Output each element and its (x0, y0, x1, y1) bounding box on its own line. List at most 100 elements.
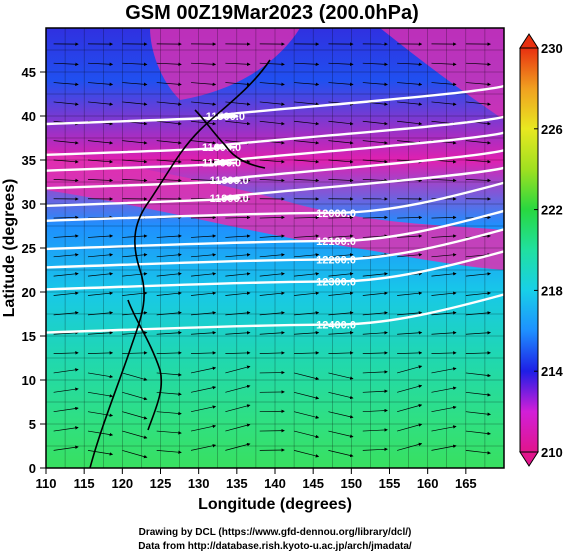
height-contour-line (46, 84, 504, 126)
wind-arrow (465, 450, 491, 455)
wind-arrow (190, 101, 217, 106)
wind-arrow (87, 272, 114, 277)
wind-arrow (328, 291, 354, 296)
wind-arrow (225, 404, 251, 413)
cold-core-shading (150, 28, 300, 100)
wind-arrow (328, 62, 354, 67)
wind-arrow (156, 291, 182, 296)
wind-arrow (225, 351, 251, 355)
wind-arrow (465, 178, 491, 183)
wind-arrow (225, 384, 251, 393)
wind-arrow (225, 365, 251, 374)
wind-arrow (294, 253, 320, 258)
wind-arrow (362, 389, 388, 393)
colorbar-min-arrow (519, 451, 539, 467)
wind-arrow (191, 331, 217, 335)
wind-arrow (122, 82, 148, 87)
y-axis-label: Latitude (degrees) (1, 179, 18, 318)
wind-arrow (156, 62, 182, 67)
wind-arrow (87, 311, 114, 316)
wind-arrow (431, 234, 457, 238)
coastline-japan (194, 109, 266, 169)
wind-arrow (156, 351, 182, 355)
wind-arrow (156, 450, 182, 454)
x-tick-label: 120 (111, 476, 133, 491)
x-tick-label: 130 (188, 476, 210, 491)
wind-arrow (397, 120, 423, 126)
wind-arrow (122, 253, 148, 258)
wind-arrow (328, 450, 354, 458)
wind-arrow (397, 384, 423, 393)
wind-arrow (328, 215, 354, 220)
wind-arrow (225, 120, 251, 126)
wind-arrow (431, 178, 457, 183)
wind-arrow (294, 62, 320, 67)
wind-arrow (156, 178, 182, 183)
wind-arrow (122, 140, 148, 145)
x-tick-label: 150 (340, 476, 362, 491)
wind-arrow (225, 291, 251, 296)
colorbar-tick-label: 226 (541, 122, 563, 137)
wind-arrow (259, 178, 285, 183)
wind-arrow (225, 234, 251, 238)
y-tick-label: 40 (22, 109, 36, 124)
wind-arrow (122, 372, 148, 381)
wind-arrow (465, 272, 491, 277)
wind-arrow (465, 62, 491, 67)
wind-arrow (259, 311, 285, 316)
wind-arrow (293, 450, 320, 458)
wind-arrow (293, 411, 320, 419)
wind-arrow (431, 386, 457, 393)
wind-arrow (431, 405, 457, 413)
wind-arrow (191, 215, 217, 220)
x-tick-label: 160 (417, 476, 439, 491)
x-tick-label: 145 (302, 476, 324, 491)
y-tick-label: 5 (29, 417, 36, 432)
wind-arrow (87, 372, 114, 379)
wind-arrow (156, 120, 182, 126)
wind-arrow (53, 387, 79, 393)
wind-arrow (294, 178, 320, 183)
wind-arrow (294, 101, 320, 106)
wind-arrow (431, 444, 457, 451)
wind-arrow (259, 62, 285, 67)
colorbar-tick-label: 222 (541, 203, 563, 218)
wind-arrow (293, 372, 320, 381)
wind-arrow (431, 82, 457, 87)
wind-arrow (362, 215, 388, 220)
wind-arrow (259, 215, 285, 220)
wind-arrow (225, 82, 251, 87)
wind-arrow (53, 82, 79, 87)
wind-arrow (190, 120, 217, 126)
wind-arrow (53, 215, 79, 220)
wind-arrow (397, 331, 423, 335)
wind-arrow (122, 331, 148, 335)
northeast-shading (380, 28, 504, 120)
wind-arrow (122, 101, 148, 106)
wind-arrow (362, 428, 388, 432)
wind-arrow (328, 159, 354, 164)
wind-arrow (294, 215, 320, 220)
wind-arrow (293, 430, 320, 439)
wind-arrow (328, 411, 354, 419)
wind-arrow (294, 331, 320, 335)
y-tick-label: 0 (29, 461, 36, 476)
wind-arrow (362, 140, 388, 145)
wind-arrow (362, 351, 388, 355)
colorbar-tick-label: 210 (541, 445, 563, 460)
wind-arrow (397, 291, 423, 296)
y-tick-label: 45 (22, 65, 36, 80)
wind-arrow (259, 159, 285, 164)
wind-arrow (53, 272, 79, 277)
wind-arrow (156, 411, 182, 416)
wind-arrow (190, 405, 217, 413)
wind-arrow (259, 120, 285, 126)
wind-arrow (53, 311, 79, 316)
wind-arrow (122, 159, 148, 164)
y-tick-label: 35 (22, 153, 36, 168)
height-contour-line (46, 228, 504, 269)
wind-arrow (87, 391, 114, 398)
y-tick-label: 15 (22, 329, 36, 344)
y-tick-label: 30 (22, 197, 36, 212)
